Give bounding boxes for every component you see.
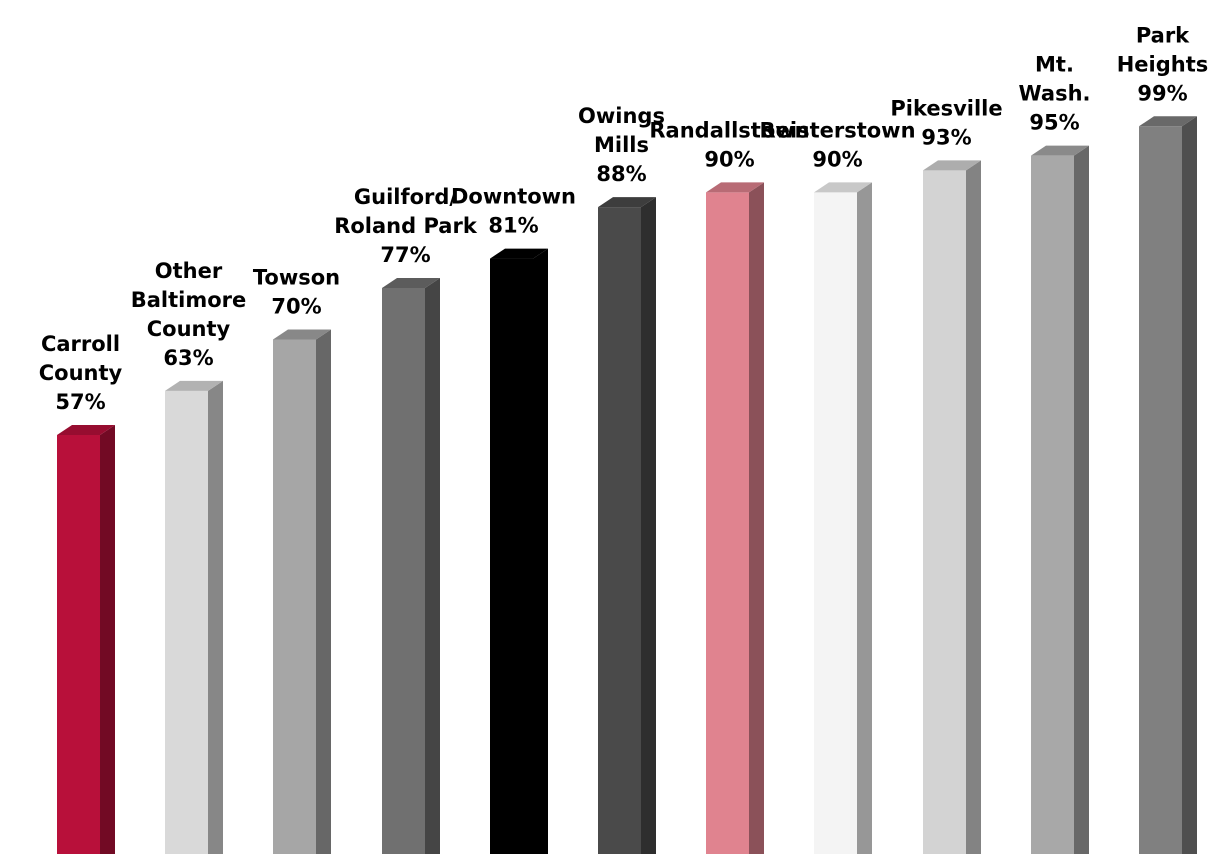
bar-9 bbox=[1031, 145, 1089, 854]
bar-side bbox=[208, 380, 223, 854]
bar-front bbox=[598, 207, 641, 854]
bar-4 bbox=[490, 248, 548, 854]
bar-side bbox=[1074, 145, 1089, 854]
bar-front bbox=[382, 287, 425, 854]
bar-front bbox=[165, 390, 208, 854]
category-label: Baltimore bbox=[131, 288, 247, 312]
value-label: 93% bbox=[921, 125, 971, 149]
bar-label-6: Randallstown 90% bbox=[649, 118, 809, 171]
bar-front bbox=[1139, 126, 1182, 854]
category-label: Other bbox=[155, 259, 223, 283]
bar-side bbox=[857, 182, 872, 854]
bar-side bbox=[1182, 116, 1197, 854]
category-label: Carroll bbox=[41, 332, 120, 356]
bar-top bbox=[57, 425, 115, 435]
bar-label-10: Park Heights 99% bbox=[1117, 23, 1209, 105]
bar-front bbox=[490, 258, 533, 854]
bar-side bbox=[641, 197, 656, 854]
category-label: Reisterstown bbox=[759, 118, 915, 142]
bar-front bbox=[923, 170, 966, 854]
category-label: County bbox=[39, 361, 123, 385]
value-label: 81% bbox=[488, 214, 538, 238]
value-label: 57% bbox=[55, 390, 105, 414]
category-label: Mills bbox=[594, 133, 649, 157]
value-label: 88% bbox=[596, 162, 646, 186]
category-label: Park bbox=[1136, 23, 1190, 47]
bar-8 bbox=[923, 160, 981, 854]
bar-side bbox=[533, 248, 548, 854]
bar-side bbox=[749, 182, 764, 854]
bar-top bbox=[814, 182, 872, 193]
bar-top bbox=[706, 182, 764, 193]
category-label: Heights bbox=[1117, 52, 1209, 76]
bar-label-4: Downtown 81% bbox=[451, 185, 576, 238]
bar-0 bbox=[57, 425, 115, 854]
bar-label-0: Carroll County 57% bbox=[39, 332, 123, 414]
bar-top bbox=[490, 248, 548, 259]
bar-7 bbox=[814, 182, 872, 854]
bar-top bbox=[598, 197, 656, 208]
bar-front bbox=[706, 192, 749, 854]
category-label: Owings bbox=[578, 104, 665, 128]
bar-top bbox=[165, 380, 223, 391]
bar-3 bbox=[382, 277, 440, 854]
category-label: Roland Park bbox=[334, 214, 478, 238]
category-label: Towson bbox=[253, 265, 340, 289]
value-label: 95% bbox=[1029, 111, 1079, 135]
category-label: Wash. bbox=[1018, 82, 1090, 106]
bar-label-5: Owings Mills 88% bbox=[578, 104, 665, 186]
bar-10 bbox=[1139, 116, 1197, 854]
bar-label-3: Guilford/Roland Park 77% bbox=[334, 185, 478, 267]
value-label: 90% bbox=[704, 147, 754, 171]
bar-side bbox=[425, 277, 440, 854]
bar-side bbox=[316, 329, 331, 854]
bar-top bbox=[273, 329, 331, 340]
bar-5 bbox=[598, 197, 656, 854]
category-label: Downtown bbox=[451, 185, 576, 209]
value-label: 77% bbox=[380, 243, 430, 267]
bar-label-2: Towson 70% bbox=[253, 265, 340, 318]
value-label: 90% bbox=[812, 147, 862, 171]
bar-front bbox=[814, 192, 857, 854]
value-label: 99% bbox=[1137, 81, 1187, 105]
bar-front bbox=[57, 435, 100, 854]
bar-2 bbox=[273, 329, 331, 854]
value-label: 63% bbox=[163, 346, 213, 370]
category-label: Randallstown bbox=[649, 118, 809, 142]
bar-side bbox=[100, 425, 115, 854]
bar-top bbox=[1139, 116, 1197, 127]
bar-label-7: Reisterstown 90% bbox=[759, 118, 915, 171]
category-label: Pikesville bbox=[890, 96, 1002, 120]
bar-label-1: Other Baltimore County 63% bbox=[131, 259, 247, 370]
bar-label-9: Mt. Wash. 95% bbox=[1018, 53, 1090, 135]
bar-top bbox=[1031, 145, 1089, 156]
bar-side bbox=[966, 160, 981, 854]
bar-1 bbox=[165, 380, 223, 854]
bar-top bbox=[923, 160, 981, 171]
category-label: Guilford/ bbox=[354, 185, 458, 209]
bar-front bbox=[273, 339, 316, 854]
bar-6 bbox=[706, 182, 764, 854]
bar-label-8: Pikesville 93% bbox=[890, 96, 1002, 149]
value-label: 70% bbox=[271, 294, 321, 318]
category-label: Mt. bbox=[1035, 53, 1074, 77]
category-label: County bbox=[147, 317, 231, 341]
bar-front bbox=[1031, 155, 1074, 854]
bar-top bbox=[382, 277, 440, 288]
